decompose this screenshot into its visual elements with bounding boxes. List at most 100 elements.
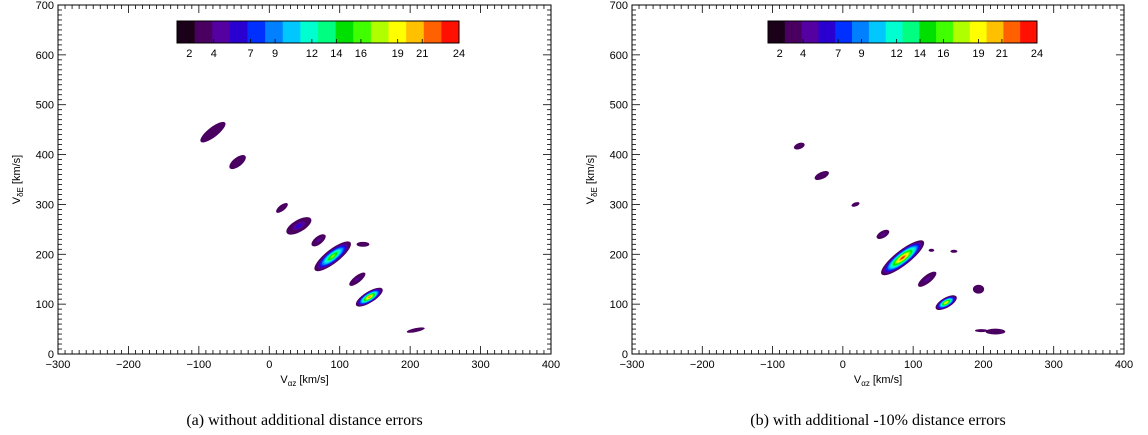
y-tick-label: 400 (36, 150, 54, 162)
colorbar-tick-label: 16 (355, 48, 367, 60)
colorbar-tick-label: 2 (777, 48, 783, 60)
contour-level (206, 126, 220, 138)
contour-blob (814, 170, 829, 181)
contour-blob (229, 155, 246, 170)
contour-level (924, 276, 931, 282)
colorbar-swatch (852, 21, 870, 43)
contour-level (354, 276, 361, 282)
colorbar-swatch (229, 21, 248, 43)
colorbar-tick-label: 2 (186, 48, 192, 60)
colorbar-swatch (885, 21, 903, 43)
contour-blob (974, 329, 988, 333)
y-tick-label: 500 (36, 100, 54, 112)
contour-blob (881, 240, 925, 276)
contour-blob (314, 241, 351, 272)
y-tick-label: 100 (36, 299, 54, 311)
colorbar-tick-label: 9 (859, 48, 865, 60)
contour-level (279, 205, 285, 211)
y-tick-label: 600 (610, 50, 628, 62)
x-tick-label: −200 (690, 359, 715, 371)
colorbar-swatch (282, 21, 301, 43)
y-tick-label: 700 (36, 0, 54, 12)
contour-level (331, 255, 335, 258)
x-tick-label: 400 (542, 359, 560, 371)
colorbar-tick-label: 24 (453, 48, 465, 60)
colorbar-frame (176, 20, 460, 44)
contour-blob (935, 295, 957, 311)
x-tick-label: 200 (401, 359, 419, 371)
x-tick-label: −100 (760, 359, 785, 371)
contour-blob (851, 202, 860, 207)
contour-level (930, 249, 933, 252)
colorbar-tick-label: 19 (972, 48, 984, 60)
contour-blob (406, 327, 425, 333)
panel-a: −300 −200 −100 0 100 200 300 400 0 100 200 300 400 50… (11, 0, 560, 429)
colorbar-swatch (1003, 21, 1021, 43)
contour-blob (200, 121, 226, 143)
contour-level (990, 330, 1001, 334)
y-tick-label: 0 (622, 349, 628, 361)
colorbar-tick-label: 19 (392, 48, 404, 60)
contour-level (796, 144, 802, 148)
colorbar-swatch (969, 21, 988, 43)
contour-blob (349, 272, 366, 286)
y-tick-label: 400 (610, 150, 628, 162)
x-tick-label: 400 (1115, 359, 1133, 371)
contour-blob (286, 217, 312, 235)
contour-level (900, 256, 905, 260)
colorbar-swatch (300, 21, 319, 43)
contour-blob (793, 142, 805, 150)
colorbar-swatch (768, 21, 786, 43)
x-tick-label: −100 (186, 359, 211, 371)
y-tick-label: 300 (610, 199, 628, 211)
colorbar-swatch (902, 21, 920, 43)
colorbar-tick-label: 7 (835, 48, 841, 60)
colorbar-swatch (247, 21, 266, 43)
colorbar-swatch (353, 21, 372, 43)
colorbar-tick-label: 14 (914, 48, 926, 60)
y-tick-label: 200 (610, 249, 628, 261)
colorbar-swatch (194, 21, 213, 43)
colorbar-swatch (986, 21, 1004, 43)
axis-ticks: −300 −200 −100 0 100 200 300 400 0 100 200 300 400 50… (36, 0, 561, 371)
contour-blob (355, 287, 383, 307)
x-tick-label: 300 (471, 359, 489, 371)
contour-level (316, 238, 321, 243)
colorbar-swatch (212, 21, 231, 43)
x-tick-label: −300 (46, 359, 71, 371)
contour-level (818, 173, 826, 178)
colorbar-frame (767, 20, 1038, 44)
caption: (b) with additional -10% distance errors (750, 412, 1005, 429)
colorbar-swatch (335, 21, 354, 43)
axis-ticks: −300 −200 −100 0 100 200 300 400 0 100 200 300 400 50… (610, 0, 1134, 371)
colorbar-swatch (936, 21, 954, 43)
colorbar-swatch (177, 21, 196, 43)
colorbar: 2 4 7 9 12 14 16 19 21 24 (767, 20, 1043, 60)
colorbar-swatch (952, 21, 971, 43)
contour-blob (928, 248, 935, 252)
contour-blob (356, 241, 370, 247)
colorbar-swatch (868, 21, 887, 43)
colorbar-tick-label: 7 (248, 48, 254, 60)
x-axis-label: Vαz [km/s] (280, 374, 328, 388)
contour-blob (972, 284, 985, 294)
y-tick-label: 500 (610, 100, 628, 112)
y-tick-label: 0 (48, 349, 54, 361)
contour-level (880, 232, 886, 236)
contour-layer (200, 121, 425, 333)
contour-level (945, 302, 948, 304)
y-tick-label: 700 (610, 0, 628, 12)
contour-level (411, 328, 421, 332)
colorbar-tick-label: 12 (891, 48, 903, 60)
colorbar-swatch (784, 21, 803, 43)
contour-level (233, 158, 242, 166)
x-tick-label: −200 (116, 359, 141, 371)
colorbar-tick-label: 16 (937, 48, 949, 60)
panel-b: −300 −200 −100 0 100 200 300 400 0 100 200 300 400 50… (585, 0, 1133, 429)
contour-blob (876, 229, 890, 239)
x-axis-label: Vαz [km/s] (854, 374, 902, 388)
colorbar: 2 4 7 9 12 14 16 19 21 24 (176, 20, 465, 60)
colorbar-tick-label: 9 (272, 48, 278, 60)
contour-level (952, 250, 956, 253)
contour-blob (276, 202, 288, 213)
